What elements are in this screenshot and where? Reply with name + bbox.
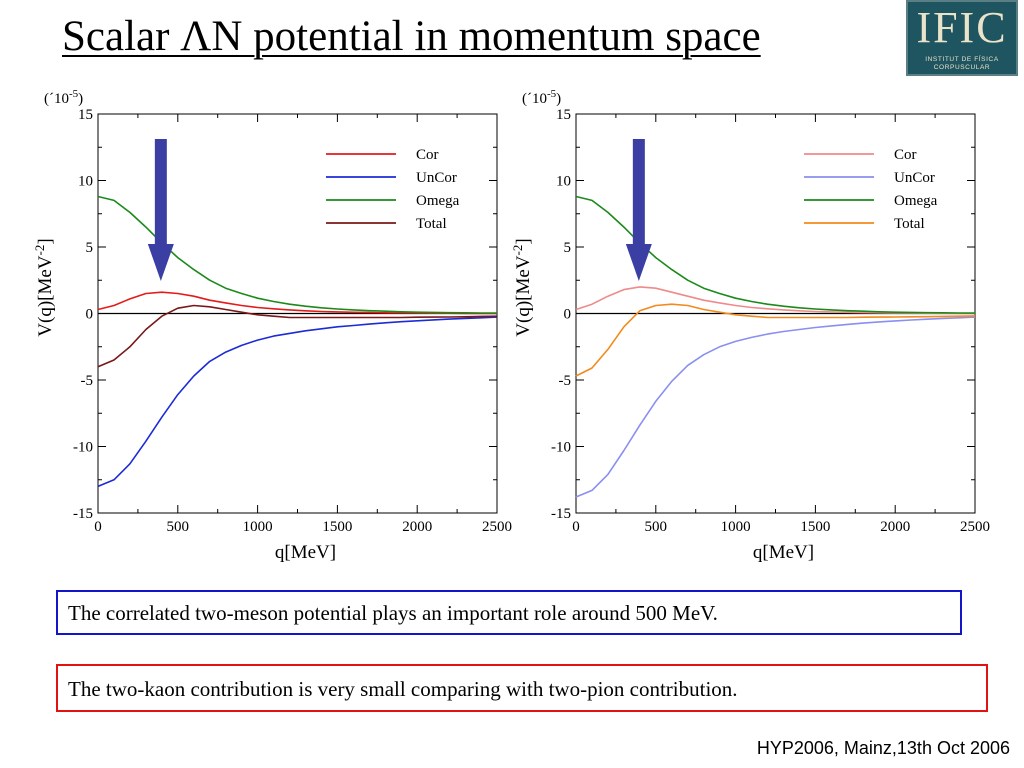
x-tick-label: 1500 [322,519,352,535]
scale-note-suffix: ) [556,91,561,107]
x-tick-label: 0 [94,519,102,535]
chart-right-svg: 0 500 1000 1500 2000 2500 15 10 5 0 -5 -10 -15 q[MeV]… [510,88,990,563]
y-axis-label-suffix: ] [35,238,56,244]
y-axis-label-suffix: ] [513,238,534,244]
x-tick-label: 2500 [482,519,512,535]
y-tick-label: -10 [73,440,93,456]
scale-note-sup: -5 [69,88,79,100]
logo-mark: IFIC [916,3,1008,52]
chart-right: 0 500 1000 1500 2000 2500 15 10 5 0 -5 -10 -15 q[MeV]… [502,84,1002,570]
y-tick-label: 0 [86,307,94,323]
legend-label: UnCor [894,170,935,186]
y-axis-label: V(q)[MeV-2] [510,238,534,336]
series-line-uncor [97,316,498,488]
y-tick-label: -15 [73,506,93,522]
x-tick-label: 500 [645,519,668,535]
y-tick-label: -15 [551,506,571,522]
chart-left: 0 500 1000 1500 2000 2500 15 10 5 0 -5 -10 -15 q[MeV]… [24,84,524,570]
logo-subtitle: INSTITUT DE FÍSICA CORPUSCULAR [925,56,999,71]
scale-note: (´10-5) [44,88,83,107]
callout-correlated: The correlated two-meson potential plays… [56,590,962,635]
y-axis-label-main: V(q)[MeV [513,255,534,337]
series-line-total [97,304,498,368]
y-tick-label: -5 [559,373,572,389]
legend-label: Omega [894,193,938,209]
x-tick-label: 1000 [243,519,273,535]
scale-note-suffix: ) [78,91,83,107]
series-line-uncor [575,316,976,498]
x-tick-label: 2000 [880,519,910,535]
arrow-annotation [147,139,174,281]
y-tick-label: -10 [551,440,571,456]
callout-two-kaon: The two-kaon contribution is very small … [56,664,988,712]
y-tick-label: 15 [78,107,93,123]
y-tick-label: 15 [556,107,571,123]
series-line-cor [97,291,498,315]
ific-logo: IFIC INSTITUT DE FÍSICA CORPUSCULAR [906,0,1018,76]
scale-note: (´10-5) [522,88,561,107]
scale-note-sup: -5 [547,88,557,100]
y-tick-label: 5 [86,240,94,256]
legend-label: Cor [894,147,917,163]
series-line-cor [575,286,976,315]
footer-conference: HYP2006, Mainz,13th Oct 2006 [756,738,1010,758]
x-tick-label: 2500 [960,519,990,535]
scale-note-main: (´10 [522,91,547,107]
x-tick-label: 2000 [402,519,432,535]
y-tick-label: 10 [556,174,571,190]
y-tick-label: 0 [564,307,572,323]
x-tick-label: 500 [167,519,190,535]
x-tick-label: 1000 [721,519,751,535]
x-axis-label: q[MeV] [275,542,336,563]
y-tick-label: 10 [78,174,93,190]
legend-label: UnCor [416,170,457,186]
chart-left-svg: 0 500 1000 1500 2000 2500 15 10 5 0 -5 -10 -15 q[MeV]… [32,88,512,563]
legend-label: Total [416,216,447,232]
legend-label: Total [894,216,925,232]
scale-note-main: (´10 [44,91,69,107]
arrow-annotation [625,139,652,281]
x-axis-label: q[MeV] [753,542,814,563]
y-axis-label: V(q)[MeV-2] [32,238,56,336]
y-tick-label: 5 [564,240,572,256]
x-tick-label: 0 [572,519,580,535]
y-axis-label-sup: -2 [510,245,525,256]
series-line-total [575,303,976,377]
slide-title: Scalar ΛN potential in momentum space [62,13,761,60]
y-axis-label-sup: -2 [32,245,47,256]
legend-label: Cor [416,147,439,163]
legend-label: Omega [416,193,460,209]
x-tick-label: 1500 [800,519,830,535]
y-tick-label: -5 [81,373,94,389]
y-axis-label-main: V(q)[MeV [35,255,56,337]
